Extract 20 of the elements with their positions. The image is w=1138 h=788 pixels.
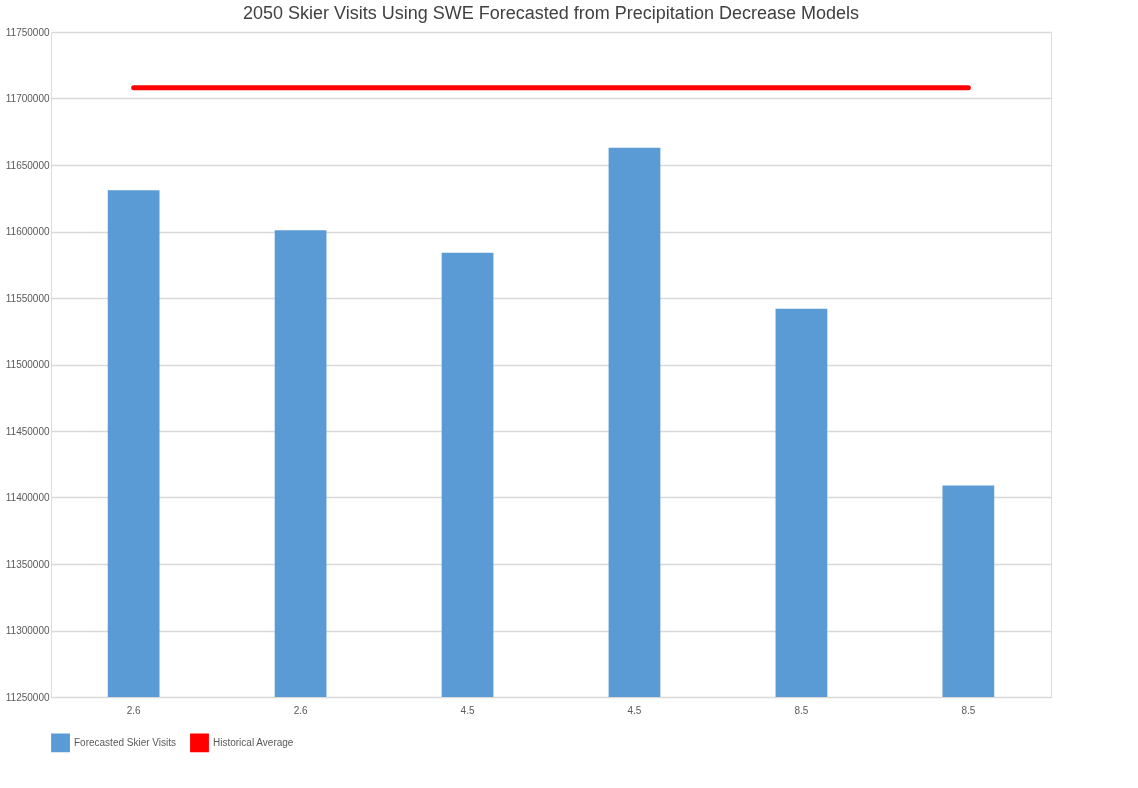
x-tick-label: 8.5 bbox=[794, 704, 809, 716]
legend-label: Historical Average bbox=[213, 736, 294, 748]
chart-title: 2050 Skier Visits Using SWE Forecasted from Precipitation Decrease Models bbox=[243, 3, 859, 23]
y-tick-label: 11250000 bbox=[5, 691, 50, 703]
x-tick-label: 4.5 bbox=[627, 704, 642, 716]
y-tick-label: 11600000 bbox=[5, 226, 50, 237]
y-tick-label: 11700000 bbox=[5, 93, 50, 104]
x-tick-label: 2.6 bbox=[293, 704, 308, 716]
y-tick-label: 11350000 bbox=[5, 558, 50, 570]
y-tick-label: 11550000 bbox=[5, 292, 50, 304]
x-tick-label: 4.5 bbox=[460, 704, 475, 716]
x-tick-label: 8.5 bbox=[961, 704, 976, 716]
y-tick-label: 11650000 bbox=[5, 159, 50, 171]
y-tick-label: 11300000 bbox=[5, 625, 50, 636]
x-tick-label: 2.6 bbox=[126, 704, 142, 716]
y-tick-label: 11500000 bbox=[5, 359, 50, 370]
y-tick-label: 11400000 bbox=[5, 492, 50, 503]
y-tick-label: 11750000 bbox=[5, 26, 50, 38]
y-tick-label: 11450000 bbox=[5, 425, 50, 437]
legend-label: Forecasted Skier Visits bbox=[74, 736, 177, 748]
